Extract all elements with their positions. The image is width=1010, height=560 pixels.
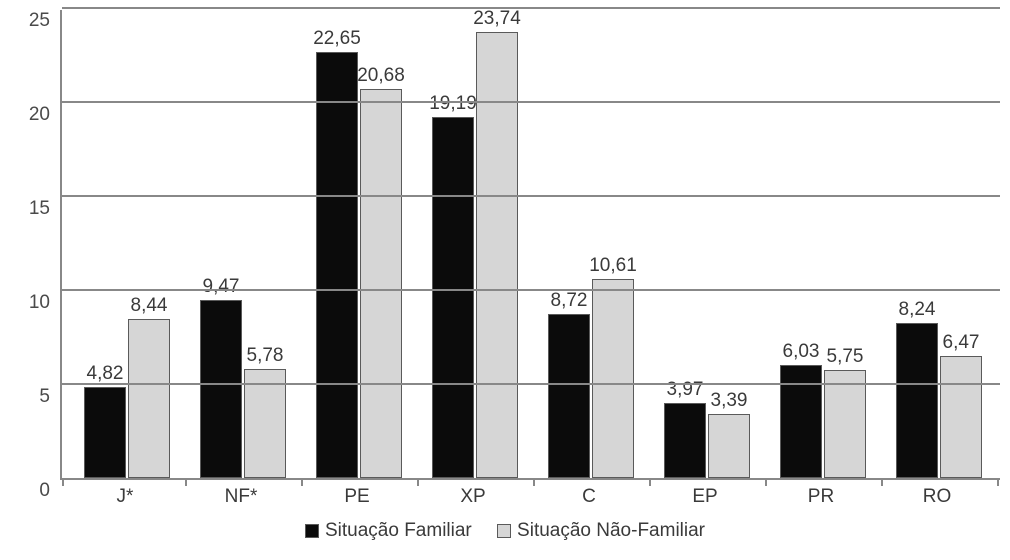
bar-value-label: 6,47 [921,332,1001,354]
bar-familiar [316,52,358,478]
bar-value-label: 20,68 [341,65,421,87]
bar-value-label: 5,78 [225,345,305,367]
bar-familiar [664,403,706,478]
bar-nao_familiar [824,370,866,478]
legend-item-nao-familiar: Situação Não-Familiar [497,520,705,542]
plot-area: 4,828,449,475,7822,6520,6819,1923,748,72… [60,10,1000,480]
bar-nao_familiar [476,32,518,478]
bar-value-label: 3,39 [689,390,769,412]
x-tick [997,478,999,486]
gridline [62,101,1000,103]
bar-value-label: 22,65 [297,28,377,50]
bar-nao_familiar [128,319,170,478]
bar-nao_familiar [360,89,402,478]
y-axis: 0510152025 [0,10,56,480]
bar-nao_familiar [940,356,982,478]
category-label: RO [894,486,980,508]
x-tick [417,478,419,486]
bar-chart: 0510152025 4,828,449,475,7822,6520,6819,… [0,0,1010,560]
bar-familiar [432,117,474,478]
gridline [62,383,1000,385]
legend: Situação Familiar Situação Não-Familiar [0,520,1010,550]
bar-value-label: 9,47 [181,276,261,298]
bar-group: 22,6520,68 [316,10,402,478]
bar-group: 3,973,39 [664,10,750,478]
bar-familiar [84,387,126,478]
x-tick [185,478,187,486]
x-tick [62,478,64,486]
bar-nao_familiar [244,369,286,478]
bar-familiar [548,314,590,478]
bar-nao_familiar [708,414,750,478]
bar-value-label: 5,75 [805,346,885,368]
bar-familiar [780,365,822,478]
legend-label-familiar: Situação Familiar [325,520,472,541]
legend-swatch-nao-familiar [497,524,511,538]
bar-value-label: 10,61 [573,255,653,277]
x-tick [649,478,651,486]
category-label: NF* [198,486,284,508]
bar-group: 8,246,47 [896,10,982,478]
x-tick [301,478,303,486]
bar-group: 9,475,78 [200,10,286,478]
legend-label-nao-familiar: Situação Não-Familiar [517,520,705,541]
category-label: PR [778,486,864,508]
gridline [62,195,1000,197]
bar-value-label: 8,24 [877,299,957,321]
bar-value-label: 8,44 [109,295,189,317]
legend-swatch-familiar [305,524,319,538]
x-tick [881,478,883,486]
category-label: PE [314,486,400,508]
category-label: XP [430,486,516,508]
bar-familiar [200,300,242,478]
bar-group: 6,035,75 [780,10,866,478]
legend-item-familiar: Situação Familiar [305,520,472,542]
bar-group: 8,7210,61 [548,10,634,478]
bar-group: 19,1923,74 [432,10,518,478]
gridline [62,7,1000,9]
category-label: EP [662,486,748,508]
x-tick [765,478,767,486]
x-tick [533,478,535,486]
category-label: J* [82,486,168,508]
bars-layer: 4,828,449,475,7822,6520,6819,1923,748,72… [62,10,1000,478]
bar-value-label: 23,74 [457,8,537,30]
bar-nao_familiar [592,279,634,478]
gridline [62,289,1000,291]
category-label: C [546,486,632,508]
bar-group: 4,828,44 [84,10,170,478]
